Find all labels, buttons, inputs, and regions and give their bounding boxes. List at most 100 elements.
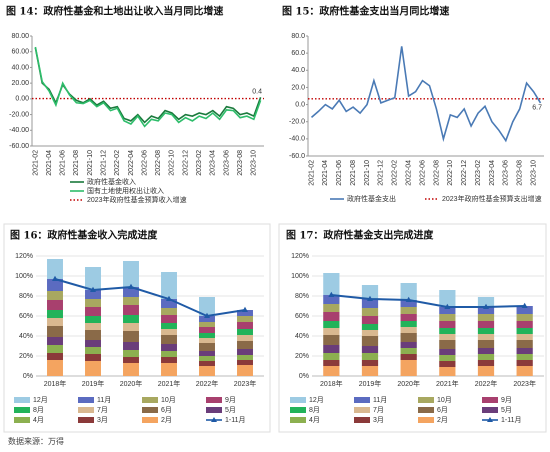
bar-segment bbox=[323, 360, 340, 366]
bar-segment bbox=[47, 345, 63, 353]
legend-label: 8月 bbox=[309, 406, 320, 414]
bar-segment bbox=[47, 353, 63, 360]
y-tick-label: 60.00 bbox=[11, 49, 29, 56]
bar-segment bbox=[400, 321, 417, 327]
legend-swatch bbox=[206, 407, 222, 413]
legend-label: 5月 bbox=[501, 406, 512, 414]
y-tick-label: -60.0 bbox=[289, 153, 305, 160]
bar-segment bbox=[237, 365, 253, 376]
bar-segment bbox=[123, 342, 139, 350]
bar-segment bbox=[47, 318, 63, 326]
line-marker bbox=[90, 286, 96, 292]
bar-segment bbox=[85, 361, 101, 376]
bar-segment bbox=[161, 363, 177, 376]
legend-swatch bbox=[482, 397, 498, 403]
legend-swatch bbox=[78, 397, 94, 403]
bar-segment bbox=[361, 330, 379, 336]
x-tick-label: 2021-02 bbox=[308, 160, 315, 186]
bar-segment bbox=[361, 324, 379, 330]
reference-label: 0.4 bbox=[252, 88, 262, 95]
legend-swatch bbox=[14, 417, 30, 423]
x-tick-label: 2022-04 bbox=[128, 150, 135, 176]
y-tick-label: 60% bbox=[295, 313, 309, 320]
bar-segment bbox=[199, 316, 215, 322]
x-tick-label: 2019年 bbox=[359, 379, 382, 388]
x-tick-label: 2022-12 bbox=[461, 160, 468, 186]
bar-segment bbox=[477, 314, 495, 321]
bar-segment bbox=[400, 307, 417, 314]
x-tick-label: 2021-10 bbox=[364, 160, 371, 186]
x-tick-label: 2022-10 bbox=[169, 150, 176, 176]
bar-segment bbox=[439, 314, 456, 321]
x-tick-label: 2021年 bbox=[436, 379, 459, 388]
legend-label: 3月 bbox=[97, 416, 108, 424]
bar-segment bbox=[85, 330, 101, 340]
bar-segment bbox=[237, 355, 253, 360]
x-tick-label: 2023-04 bbox=[210, 150, 217, 176]
x-tick-label: 2023年 bbox=[234, 379, 257, 388]
legend-label: 2月 bbox=[161, 416, 172, 424]
x-tick-label: 2022-12 bbox=[182, 150, 189, 176]
bar-segment bbox=[237, 335, 253, 341]
legend-swatch bbox=[482, 407, 498, 413]
y-tick-label: 120% bbox=[15, 253, 33, 260]
y-tick-label: 20% bbox=[295, 353, 309, 360]
legend-label: 2月 bbox=[437, 416, 448, 424]
line-marker bbox=[444, 303, 451, 309]
bar-segment bbox=[439, 361, 456, 367]
bar-segment bbox=[161, 299, 177, 308]
x-tick-label: 2022-08 bbox=[433, 160, 440, 186]
bar-segment bbox=[516, 321, 533, 328]
bar-segment bbox=[439, 349, 456, 355]
source-note: 数据来源：万得 bbox=[8, 436, 64, 446]
y-tick-label: 80.00 bbox=[11, 33, 29, 40]
bar-segment bbox=[323, 328, 340, 335]
bar-segment bbox=[439, 328, 456, 334]
legend-swatch bbox=[418, 407, 434, 413]
x-tick-label: 2023-02 bbox=[475, 160, 482, 186]
x-tick-label: 2023-10 bbox=[530, 160, 537, 186]
bar-segment bbox=[161, 335, 177, 344]
legend-swatch bbox=[290, 397, 306, 403]
bar-segment bbox=[161, 344, 177, 351]
x-tick-label: 2023年 bbox=[513, 379, 536, 388]
bar-segment bbox=[47, 310, 63, 318]
bar-segment bbox=[361, 308, 379, 316]
bar-segment bbox=[123, 297, 139, 305]
bar-segment bbox=[85, 299, 101, 307]
bar-segment bbox=[85, 316, 101, 323]
x-tick-label: 2023-08 bbox=[517, 160, 524, 186]
legend-swatch bbox=[354, 397, 370, 403]
line-marker bbox=[128, 283, 134, 289]
bar-segment bbox=[199, 297, 215, 316]
legend-label: 国有土地使用权出让收入 bbox=[87, 186, 164, 195]
x-tick-label: 2021-08 bbox=[73, 150, 80, 176]
x-tick-label: 2021-04 bbox=[46, 150, 53, 176]
y-tick-label: 20.0 bbox=[291, 84, 305, 91]
y-tick-label: 0% bbox=[23, 373, 33, 380]
bar-segment bbox=[516, 314, 533, 321]
y-tick-label: 100% bbox=[291, 273, 309, 280]
bar-segment bbox=[199, 322, 215, 327]
line-marker bbox=[405, 296, 412, 302]
x-tick-label: 2021-08 bbox=[350, 160, 357, 186]
bar-segment bbox=[123, 331, 139, 342]
legend-swatch bbox=[142, 417, 158, 423]
bar-segment bbox=[237, 341, 253, 349]
legend-swatch bbox=[418, 417, 434, 423]
bar-segment bbox=[161, 308, 177, 315]
x-tick-label: 2022-02 bbox=[392, 160, 399, 186]
chart-title: 图 14：政府性基金和土地出让收入当月同比增速 bbox=[6, 5, 223, 18]
bar-segment bbox=[477, 307, 495, 314]
bar-segment bbox=[439, 321, 456, 328]
bar-segment bbox=[47, 326, 63, 337]
legend-label: 8月 bbox=[33, 406, 44, 414]
legend-label: 2023年政府性基金预算支出增速 bbox=[442, 194, 542, 203]
bar-segment bbox=[400, 342, 417, 348]
bar-segment bbox=[477, 354, 495, 360]
legend-label: 6月 bbox=[161, 406, 172, 414]
bar-segment bbox=[477, 348, 495, 354]
bar-segment bbox=[161, 357, 177, 363]
bar-segment bbox=[400, 348, 417, 354]
bar-segment bbox=[516, 328, 533, 334]
